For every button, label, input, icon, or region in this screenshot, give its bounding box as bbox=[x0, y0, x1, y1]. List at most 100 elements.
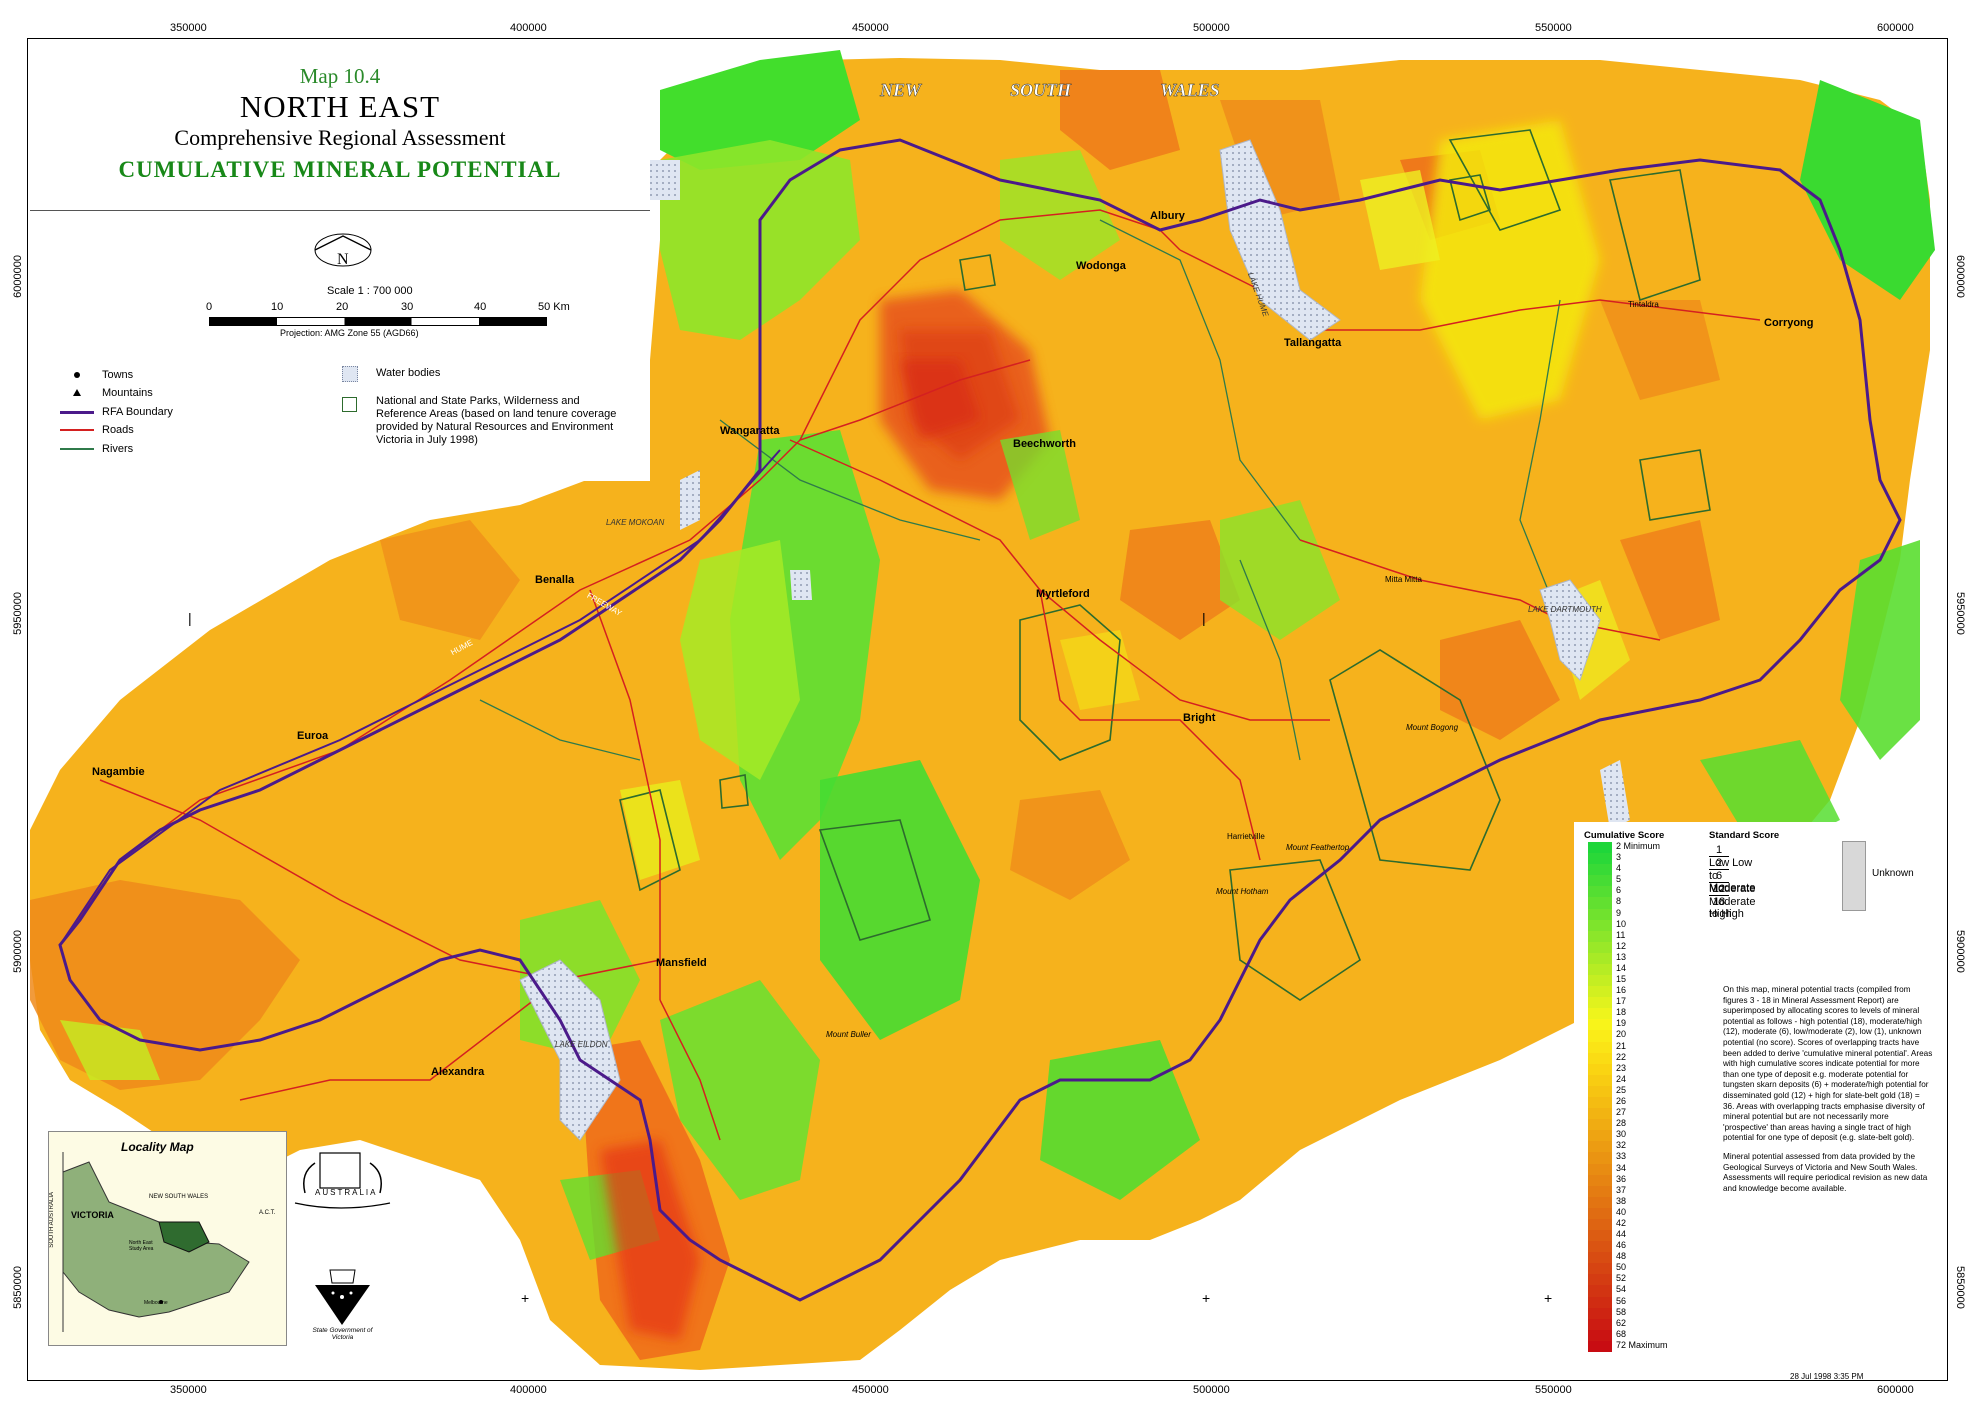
town-euroa[interactable]: Euroa bbox=[297, 730, 329, 742]
northing-label: 5900000 bbox=[1954, 930, 1966, 973]
cumulative-swatch bbox=[1588, 1030, 1612, 1043]
town-myrtleford[interactable]: Myrtleford bbox=[1036, 588, 1090, 600]
theme-title: CUMULATIVE MINERAL POTENTIAL bbox=[118, 157, 562, 182]
cumulative-score-label: 68 bbox=[1616, 1328, 1627, 1339]
cumulative-swatch bbox=[1588, 853, 1612, 865]
cumulative-swatch bbox=[1588, 1207, 1612, 1220]
town-albury[interactable]: Albury bbox=[1150, 210, 1185, 222]
easting-label: 600000 bbox=[1877, 22, 1914, 34]
scale-bar bbox=[209, 317, 547, 326]
cumulative-score-label: 22 bbox=[1616, 1051, 1627, 1062]
town-mitta-mitta[interactable]: Mitta Mitta bbox=[1385, 575, 1422, 584]
town-nagambie[interactable]: Nagambie bbox=[92, 766, 145, 778]
town-alexandra[interactable]: Alexandra bbox=[431, 1066, 485, 1078]
legend-mountains: Mountains bbox=[102, 387, 153, 399]
cumulative-swatch bbox=[1588, 930, 1612, 943]
cumulative-swatch bbox=[1588, 875, 1612, 887]
water-bodies bbox=[519, 139, 1630, 1141]
mountain-feathertop[interactable]: Mount Feathertop bbox=[1286, 843, 1350, 852]
mountain-hotham[interactable]: Mount Hotham bbox=[1216, 887, 1269, 896]
unknown-label: Unknown bbox=[1872, 868, 1914, 879]
cumulative-swatch bbox=[1588, 997, 1612, 1009]
roads bbox=[59, 209, 1761, 1141]
town-bright[interactable]: Bright bbox=[1183, 712, 1216, 724]
score-legend: Cumulative Score 2 Minimum 3 4 5 6 8 9 10 11 12 13… bbox=[1574, 822, 1938, 1353]
park-swatch-icon bbox=[342, 397, 357, 412]
rfa-line-icon bbox=[60, 411, 94, 414]
cumulative-score-label: 46 bbox=[1616, 1240, 1627, 1251]
cumulative-swatch bbox=[1588, 1141, 1612, 1153]
grid-cross: + bbox=[1544, 1290, 1553, 1306]
easting-label: 500000 bbox=[1193, 22, 1230, 34]
cumulative-score-label: 56 bbox=[1616, 1295, 1627, 1306]
cumulative-score-label: 50 bbox=[1616, 1262, 1627, 1273]
standard-label: Low bbox=[1709, 857, 1730, 869]
cumulative-swatch bbox=[1588, 1340, 1612, 1353]
standard-num: 18 bbox=[1712, 896, 1726, 908]
town-beechworth[interactable]: Beechworth bbox=[1013, 438, 1076, 450]
crest-state-text: State Government of Victoria bbox=[312, 1327, 373, 1341]
hume-freeway bbox=[59, 449, 781, 946]
australia-crest-icon: AUSTRALIA bbox=[285, 1143, 400, 1223]
nsw-label: NEW bbox=[880, 80, 922, 100]
cumulative-score-label: 23 bbox=[1616, 1062, 1627, 1073]
cumulative-score-label: 9 bbox=[1616, 907, 1622, 918]
easting-label: 450000 bbox=[852, 1384, 889, 1396]
cumulative-score-label: 34 bbox=[1616, 1162, 1627, 1173]
subtitle: Comprehensive Regional Assessment bbox=[174, 125, 506, 150]
cumulative-score-label: 12 bbox=[1616, 940, 1627, 951]
cumulative-header: Cumulative Score bbox=[1584, 830, 1665, 841]
cumulative-color-ramp bbox=[1588, 842, 1612, 1353]
town-corryong[interactable]: Corryong bbox=[1764, 317, 1814, 329]
standard-num: 1 bbox=[1709, 844, 1729, 857]
northing-label: 5850000 bbox=[12, 1266, 24, 1309]
cumulative-swatch bbox=[1588, 919, 1612, 932]
cumulative-swatch bbox=[1588, 897, 1612, 909]
cumulative-swatch bbox=[1588, 1307, 1612, 1320]
cumulative-score-label: 13 bbox=[1616, 951, 1627, 962]
mountain-buller[interactable]: Mount Buller bbox=[826, 1030, 871, 1039]
locality-sa: SOUTH AUSTRALIA bbox=[49, 1192, 55, 1248]
scale-text: Scale 1 : 700 000 bbox=[327, 285, 413, 297]
town-tallangatta[interactable]: Tallangatta bbox=[1284, 337, 1342, 349]
water-swatch-icon bbox=[342, 366, 358, 382]
cumulative-score-label: 19 bbox=[1616, 1018, 1627, 1029]
cumulative-score-label: 27 bbox=[1616, 1107, 1627, 1118]
unknown-swatch bbox=[1842, 841, 1866, 911]
explanatory-note: On this map, mineral potential tracts (c… bbox=[1723, 985, 1933, 1194]
locality-study: North East Study Area bbox=[129, 1240, 154, 1252]
note-paragraph-2: Mineral potential assessed from data pro… bbox=[1723, 1151, 1928, 1193]
nsw-label: WALES bbox=[1160, 80, 1220, 100]
cumulative-score-label: 6 bbox=[1616, 885, 1622, 896]
crest-text: AUSTRALIA bbox=[315, 1188, 378, 1197]
town-tintaldra[interactable]: Tintaldra bbox=[1628, 300, 1659, 309]
locality-graphic bbox=[62, 1152, 250, 1332]
northing-label: 6000000 bbox=[1954, 255, 1966, 298]
cumulative-score-label: 26 bbox=[1616, 1096, 1627, 1106]
cumulative-swatch bbox=[1588, 1174, 1612, 1187]
town-harrietville[interactable]: Harrietville bbox=[1227, 832, 1265, 841]
projection: Projection: AMG Zone 55 (AGD66) bbox=[280, 328, 419, 338]
legend-roads: Roads bbox=[102, 424, 134, 436]
park-outlines bbox=[619, 129, 1711, 1001]
town-wangaratta[interactable]: Wangaratta bbox=[720, 425, 780, 437]
cumulative-swatch bbox=[1588, 864, 1612, 876]
legend-rivers: Rivers bbox=[102, 443, 134, 455]
town-wodonga[interactable]: Wodonga bbox=[1076, 260, 1126, 272]
locality-title: Locality Map bbox=[121, 1140, 194, 1154]
town-mansfield[interactable]: Mansfield bbox=[656, 957, 707, 969]
mountain-bogong[interactable]: Mount Bogong bbox=[1406, 723, 1459, 732]
mountain-symbol-icon bbox=[73, 389, 81, 396]
standard-num: 12 bbox=[1709, 883, 1729, 896]
cumulative-swatch bbox=[1588, 1074, 1612, 1087]
cumulative-swatch bbox=[1588, 1218, 1612, 1231]
town-symbol-icon bbox=[74, 372, 80, 378]
scale-tick: 0 bbox=[206, 301, 213, 313]
cumulative-swatch bbox=[1588, 975, 1612, 987]
easting-label: 350000 bbox=[170, 1384, 207, 1396]
northing-label: 5950000 bbox=[1954, 592, 1966, 635]
town-benalla[interactable]: Benalla bbox=[535, 574, 575, 586]
northing-label: 5950000 bbox=[12, 592, 24, 635]
cumulative-score-label: 36 bbox=[1616, 1173, 1627, 1184]
